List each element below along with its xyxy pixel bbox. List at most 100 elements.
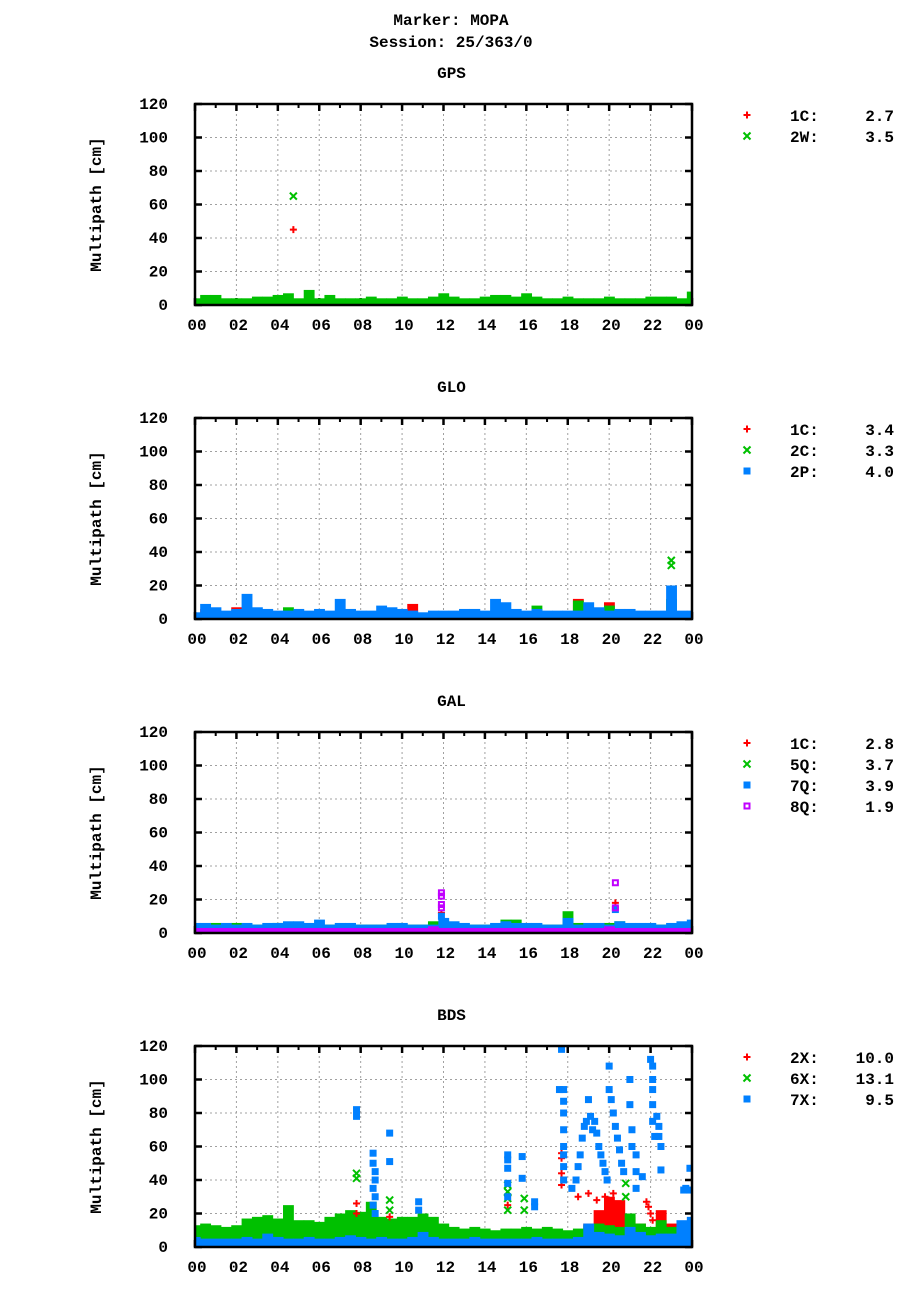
square-mark [560,1086,568,1094]
data-point-band [355,1236,367,1247]
data-point-band [303,927,315,933]
data-point-band [666,585,677,619]
data-point-band [490,1230,501,1247]
legend-marker [743,425,751,433]
data-point-band [459,1228,470,1247]
plot-area [195,1046,692,1247]
plot-area [195,556,692,619]
data-point-band [241,1236,253,1247]
legend-entry-2c: 2C: 3.3 [742,443,894,461]
outliers-1c [289,226,297,234]
data-point [574,1163,582,1171]
data-point-band [469,1236,481,1247]
data-point-band [531,608,543,619]
plot-frame [193,102,694,307]
data-point-band [645,1235,657,1247]
data-point-band [490,922,501,933]
x-tick-label: 00 [684,317,703,335]
data-point-band [251,1216,263,1247]
data-point-band [676,921,688,933]
data-point [607,1096,615,1104]
x-tick-label: 22 [643,1259,662,1277]
panel-gal: GAL Multipath [cm] 00 02 04 06 08 10 12 14 16 18 20 2… [88,693,894,963]
plot-area [195,879,692,933]
data-point [415,1206,423,1214]
data-point [609,1109,617,1117]
x-tick-label: 22 [643,317,662,335]
square-mark [353,1106,361,1114]
legend-entry-6x: 6X: 13.1 [742,1071,894,1089]
square-mark [743,781,751,789]
data-point [371,1193,379,1201]
square-mark [518,1174,526,1182]
data-point-band [469,298,481,305]
y-tick-label: 100 [139,444,168,462]
data-point-band [603,1196,615,1247]
data-point-band [396,296,408,305]
data-point-band [355,927,367,933]
data-point-band [645,296,657,305]
data-point [645,1203,653,1211]
square-mark [504,1179,512,1187]
data-point-band [521,1226,533,1247]
data-point-band [365,927,377,933]
panel-title: GAL [437,693,466,711]
data-point [560,1176,568,1184]
data-point [609,1189,617,1197]
open-square-mark [611,904,619,912]
data-point-band [562,1238,574,1247]
square-mark [682,1184,690,1192]
legend-value: 3.4 [865,422,894,440]
square-mark [587,1112,595,1120]
data-point-band [552,927,564,933]
square-mark [647,1055,655,1063]
data-point-band [500,1238,512,1247]
data-point-band [572,600,584,619]
data-point [582,1117,590,1125]
data-point-band [655,610,667,619]
data-point-band [438,927,450,933]
data-point [369,1184,377,1192]
data-point [371,1210,379,1217]
data-point-band [448,610,460,619]
square-mark [607,1096,615,1104]
data-point-band [417,612,429,619]
data-point-band [562,917,574,933]
data-point [578,1134,586,1142]
data-point [558,1169,566,1177]
outliers-2x [353,1149,657,1224]
square-mark [560,1176,568,1184]
square-mark [371,1176,379,1184]
data-point-band [324,927,336,933]
legend-marker [742,445,752,455]
data-point [555,1086,563,1094]
panel-gps: GPS Multipath [cm] 00 02 04 06 08 10 12 14 16 18 20 2… [88,65,894,335]
legend-value: 9.5 [865,1092,894,1110]
data-point-band [303,1220,315,1247]
data-point [353,1199,361,1207]
data-point [626,1101,634,1109]
data-point-band [645,610,657,619]
data-point-band [293,1220,305,1247]
data-point-band [345,1235,356,1247]
data-point-band [195,298,201,305]
data-point-band [293,608,305,619]
data-point [504,1151,512,1159]
data-point [560,1126,568,1134]
data-point-band [251,296,263,305]
data-point-band [448,1226,460,1247]
data-point-band [376,605,388,619]
data-point-band [200,1238,212,1247]
data-point [580,1122,588,1130]
data-point [605,1062,613,1070]
x-tick-label: 14 [477,317,497,335]
x-tick-label: 12 [436,631,455,649]
square-mark [626,1076,634,1083]
x-tick-label: 18 [560,631,579,649]
outliers-7x [353,1046,692,1217]
panel-glo: GLO Multipath [cm] 00 02 04 06 08 10 12 14 16 18 20 2… [88,379,894,649]
data-point-band [262,1233,274,1247]
data-point [657,1143,665,1150]
data-point-band [293,921,305,933]
x-tick-label: 18 [560,945,579,963]
